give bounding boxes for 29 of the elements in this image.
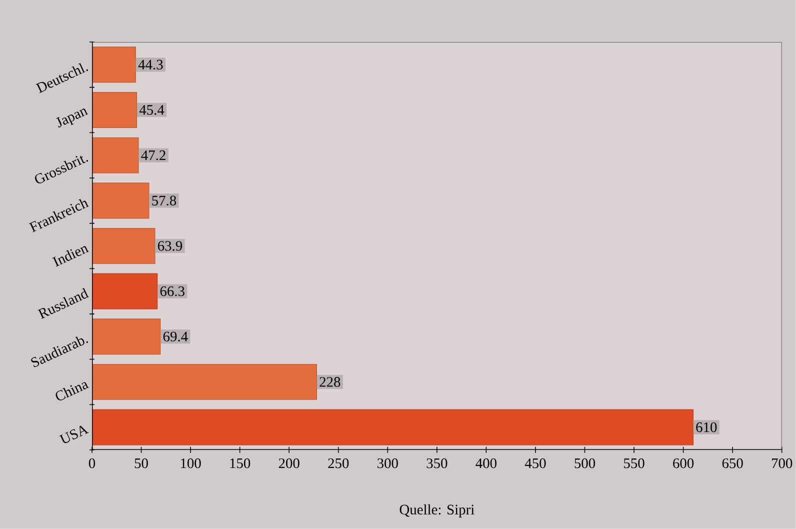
data-label: 45.4 <box>139 105 164 115</box>
data-label: 63.9 <box>158 241 182 251</box>
y-tick-label: Japan <box>56 108 88 128</box>
data-label: 228 <box>320 377 340 387</box>
x-tick-label: 350 <box>426 458 448 468</box>
data-label: 57.8 <box>152 196 176 206</box>
x-tick-label: 150 <box>230 458 250 468</box>
x-tick-label: 600 <box>673 458 694 468</box>
data-label: 44.3 <box>138 60 163 70</box>
data-label: 610 <box>696 422 717 432</box>
x-tick-label: 650 <box>722 458 743 468</box>
x-tick-label: 450 <box>524 458 546 468</box>
x-tick-label: 100 <box>180 458 201 468</box>
data-label: 47.2 <box>141 150 166 160</box>
y-tick-label: China <box>56 382 89 400</box>
x-tick-label: 300 <box>378 458 398 468</box>
source-note: Quelle: Sipri <box>400 504 474 518</box>
x-tick-label: 200 <box>278 458 300 468</box>
x-tick-label: 50 <box>134 458 148 468</box>
x-tick-label: 700 <box>772 458 792 468</box>
data-label: 69.4 <box>163 332 188 342</box>
x-tick-label: 0 <box>88 458 96 468</box>
data-label: 66.3 <box>160 286 184 296</box>
x-tick-label: 500 <box>574 458 596 468</box>
x-tick-label: 250 <box>328 458 349 468</box>
x-tick-label: 550 <box>624 458 644 468</box>
y-tick-label: Indien <box>52 246 89 267</box>
y-tick-label: USA <box>59 426 89 444</box>
x-tick-label: 400 <box>476 458 496 468</box>
